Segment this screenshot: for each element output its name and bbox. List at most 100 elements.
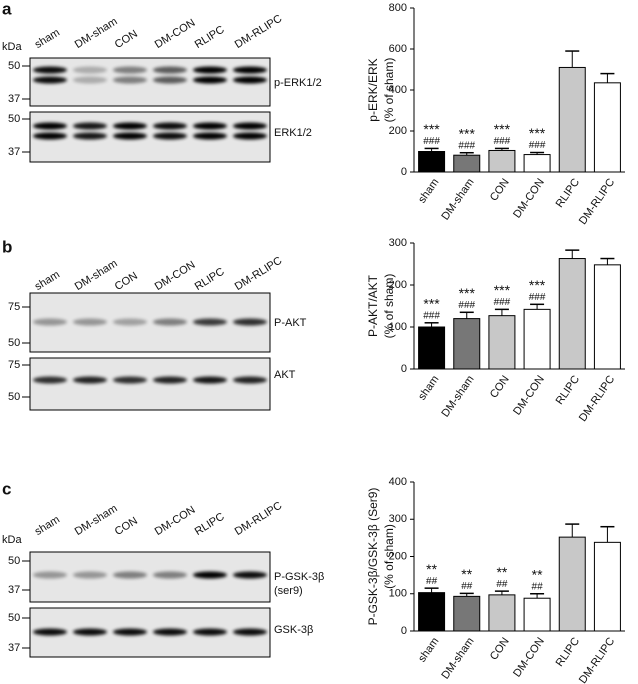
lane-label: DM-RLIPC (233, 255, 284, 293)
significance-upper: *** (423, 121, 440, 137)
bar (488, 315, 516, 370)
significance-upper: *** (494, 282, 511, 298)
x-tick-label: RLIPC (554, 373, 582, 406)
x-tick-label: DM-RLIPC (577, 373, 617, 423)
kda-marker: 37 (8, 584, 20, 596)
y-tick-label: 200 (389, 279, 407, 291)
blot-band (153, 318, 187, 326)
lane-label: CON (113, 28, 140, 51)
x-tick-label: RLIPC (554, 635, 582, 668)
bar (418, 326, 446, 370)
blot-band (153, 628, 187, 636)
kda-marker: 50 (8, 555, 20, 567)
lane-label: RLIPC (193, 511, 227, 538)
panel-letter: b (2, 237, 12, 256)
blot-label: p-ERK1/2 (274, 77, 322, 89)
significance-upper: *** (529, 277, 546, 293)
significance-lower: ### (529, 292, 546, 303)
bar (593, 82, 621, 173)
blot-band (33, 66, 67, 74)
x-tick-label: DM-RLIPC (577, 635, 617, 684)
lane-label: RLIPC (193, 24, 227, 51)
blot-band (113, 628, 147, 636)
bar (453, 154, 481, 173)
lane-label: DM-sham (73, 258, 120, 293)
lane-label: DM-sham (73, 16, 120, 51)
y-tick-label: 100 (389, 588, 407, 600)
blot-band (193, 628, 227, 636)
significance-lower: ### (494, 297, 511, 308)
x-tick-label: CON (488, 635, 512, 662)
blot-band (193, 132, 227, 140)
significance-lower: ## (426, 576, 438, 587)
bar (453, 318, 481, 370)
bar (558, 536, 586, 632)
blot-band (233, 122, 267, 130)
bar (593, 541, 621, 632)
blot-band (33, 571, 67, 579)
y-tick-label: 0 (401, 166, 407, 178)
panel-letter: c (2, 479, 11, 498)
blot-band (153, 571, 187, 579)
significance-lower: ### (494, 136, 511, 147)
blot-band (233, 318, 267, 326)
x-tick-label: sham (416, 636, 441, 665)
blot (29, 607, 271, 658)
lane-label: RLIPC (193, 266, 227, 293)
significance-lower: ### (423, 310, 440, 321)
x-tick-label: DM-RLIPC (577, 176, 617, 226)
x-tick-label: sham (416, 374, 441, 403)
significance-lower: ### (423, 136, 440, 147)
y-axis-label: (% of sham) (382, 524, 396, 589)
blot-label: GSK-3β (274, 624, 313, 636)
significance-lower: ### (458, 140, 475, 151)
y-tick-label: 800 (389, 2, 407, 14)
blot-band (233, 376, 267, 384)
x-tick-label: RLIPC (554, 176, 582, 209)
blot-label: AKT (274, 369, 296, 381)
blot-band (153, 132, 187, 140)
lane-label: CON (113, 515, 140, 538)
bar (488, 149, 516, 173)
bar (523, 597, 551, 632)
y-axis-label: (% of sham) (382, 58, 396, 123)
significance-upper: ** (496, 564, 507, 580)
blot-band (73, 122, 107, 130)
bar (593, 264, 621, 370)
blot-band (233, 571, 267, 579)
blot-band (113, 122, 147, 130)
lane-label: DM-CON (153, 17, 198, 51)
blot-band (73, 66, 107, 74)
blot-band (153, 66, 187, 74)
kda-label: kDa (2, 41, 22, 53)
blot (29, 357, 271, 411)
blot-band (33, 318, 67, 326)
panel-letter: a (2, 0, 12, 18)
blot-band (33, 122, 67, 130)
bar (558, 258, 586, 370)
blot-band (153, 76, 187, 84)
blot-band (193, 318, 227, 326)
x-tick-label: DM-CON (511, 176, 547, 220)
y-tick-label: 200 (389, 125, 407, 137)
blot-label: ERK1/2 (274, 127, 312, 139)
blot-label: P-GSK-3β (274, 571, 324, 583)
blot-band (153, 376, 187, 384)
blot-label: (ser9) (274, 585, 303, 597)
blot-band (233, 66, 267, 74)
significance-upper: *** (459, 285, 476, 301)
significance-upper: *** (494, 121, 511, 137)
lane-label: sham (33, 269, 62, 293)
blot-band (33, 628, 67, 636)
blot-band (73, 571, 107, 579)
significance-lower: ## (461, 581, 473, 592)
y-axis-label: (% of sham) (382, 274, 396, 339)
y-tick-label: 400 (389, 476, 407, 488)
bar (558, 66, 586, 173)
x-tick-label: DM-CON (511, 373, 547, 417)
y-tick-label: 0 (401, 363, 407, 375)
blot-band (193, 376, 227, 384)
x-tick-label: CON (488, 176, 512, 203)
lane-label: DM-RLIPC (233, 500, 284, 538)
